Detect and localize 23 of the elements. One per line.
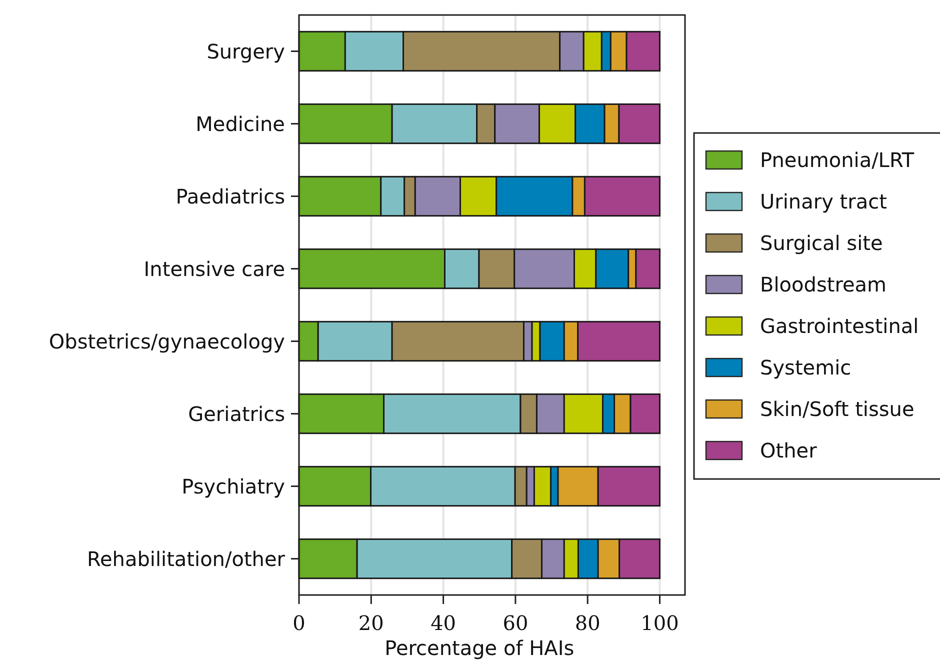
x-tick-label: 40: [430, 611, 456, 635]
legend-label: Bloodstream: [760, 272, 887, 296]
x-tick-label: 100: [640, 611, 679, 635]
x-tick-label: 60: [502, 611, 528, 635]
legend-label: Skin/Soft tissue: [760, 397, 914, 421]
x-tick-label: 20: [358, 611, 384, 635]
y-tick-label: Surgery: [206, 39, 286, 64]
y-tick-label: Rehabilitation/other: [86, 546, 286, 571]
legend-label: Surgical site: [760, 231, 883, 255]
y-tick-label: Geriatrics: [188, 402, 285, 426]
x-axis-title: Percentage of HAIs: [384, 636, 574, 660]
x-tick-label: 80: [574, 611, 600, 635]
legend-label: Urinary tract: [760, 190, 888, 214]
y-tick-label: Medicine: [196, 112, 285, 136]
legend-label: Systemic: [760, 356, 852, 380]
y-tick-label: Psychiatry: [182, 474, 286, 498]
y-tick-label: Intensive care: [144, 256, 285, 281]
legend-label: Pneumonia/LRT: [760, 148, 915, 172]
legend-label: Other: [760, 438, 818, 462]
legend-label: Gastrointestinal: [760, 314, 919, 338]
y-tick-label: Paediatrics: [176, 184, 285, 208]
x-tick-label: 0: [292, 611, 306, 635]
y-tick-label: Obstetrics/gynaecology: [48, 329, 286, 354]
